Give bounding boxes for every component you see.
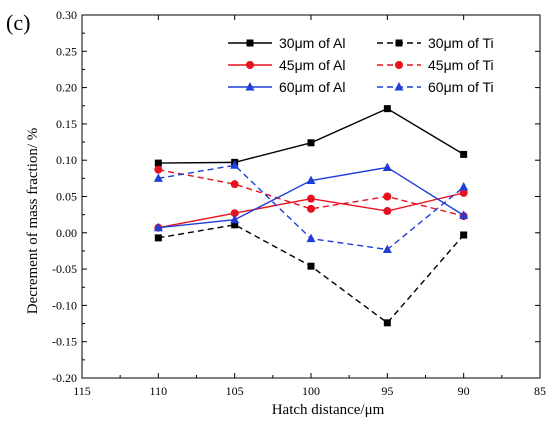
series-0 <box>154 105 468 167</box>
legend-item-4: 60μm of Al <box>228 79 345 95</box>
x-tick-label: 100 <box>302 384 320 398</box>
legend-item-3: 45μm of Ti <box>377 57 494 73</box>
legend-item-1: 30μm of Ti <box>377 35 494 51</box>
data-point <box>459 182 469 191</box>
data-point <box>382 244 392 253</box>
data-point <box>153 173 163 182</box>
axes: 115 110 105 100 95 90 85 -0.20 -0.15 -0.10 -0.05 0.… <box>52 8 546 398</box>
x-tick-label: 115 <box>73 384 91 398</box>
y-tick-label: 0.25 <box>56 44 77 58</box>
data-point <box>459 188 468 197</box>
data-point <box>154 234 162 242</box>
series-layer <box>153 105 469 327</box>
x-tick-label: 95 <box>381 384 393 398</box>
legend-marker <box>395 61 403 69</box>
x-tick-label: 85 <box>534 384 546 398</box>
legend-item-5: 60μm of Ti <box>377 79 494 95</box>
data-point <box>153 222 163 232</box>
legend-label: 30μm of Al <box>279 35 345 51</box>
x-axis-title: Hatch distance/μm <box>272 402 385 418</box>
y-axis-title: Decrement of mass fraction/ % <box>25 128 41 315</box>
data-point <box>460 231 468 239</box>
legend-label: 45μm of Ti <box>428 57 494 73</box>
data-point <box>230 180 239 189</box>
series-1 <box>154 221 468 327</box>
y-tick-label: -0.15 <box>52 335 77 349</box>
legend-marker <box>246 61 254 69</box>
y-tick-label: -0.05 <box>52 262 77 276</box>
legend-marker <box>395 39 403 47</box>
y-tick-label: 0.05 <box>56 190 77 204</box>
y-tick-label: 0.30 <box>56 8 77 22</box>
panel-label: (c) <box>6 10 30 35</box>
data-point <box>307 204 315 213</box>
data-point <box>230 214 240 224</box>
data-point <box>383 207 392 216</box>
data-point <box>459 210 469 219</box>
legend-marker <box>245 82 255 91</box>
data-point <box>383 319 391 327</box>
data-point <box>154 165 163 174</box>
x-tick-label: 105 <box>226 384 244 398</box>
data-point <box>460 150 468 158</box>
legend-marker <box>394 82 404 91</box>
legend-label: 30μm of Ti <box>428 35 494 51</box>
legend-label: 60μm of Ti <box>428 79 494 95</box>
series-line <box>158 168 464 217</box>
data-point <box>230 209 239 218</box>
data-point <box>306 175 316 185</box>
data-point <box>383 105 391 113</box>
series-2 <box>154 188 468 232</box>
y-tick-label: 0.10 <box>56 153 77 167</box>
legend-label: 60μm of Al <box>279 79 345 95</box>
series-5 <box>153 160 469 253</box>
data-point <box>307 194 315 203</box>
series-4 <box>153 162 469 232</box>
x-tick-label: 110 <box>150 384 168 398</box>
legend-item-2: 45μm of Al <box>228 57 345 73</box>
series-line <box>158 107 465 164</box>
y-tick-label: 0.00 <box>56 226 77 240</box>
series-3 <box>154 165 468 221</box>
legend-marker <box>246 39 254 47</box>
data-point <box>383 192 392 201</box>
legend-label: 45μm of Al <box>279 57 345 73</box>
data-point <box>307 139 315 147</box>
legend-item-0: 30μm of Al <box>228 35 345 51</box>
legend: 30μm of Al 30μm of Ti 45μm of Al 45μm of Ti… <box>228 35 494 95</box>
data-point <box>154 159 162 167</box>
y-tick-label: 0.20 <box>56 81 77 95</box>
data-point <box>307 262 315 270</box>
data-point <box>382 162 392 171</box>
x-tick-label: 90 <box>458 384 470 398</box>
y-tick-label: -0.10 <box>52 298 77 312</box>
data-point <box>306 233 316 243</box>
data-point <box>231 221 239 229</box>
y-tick-label: 0.15 <box>56 117 77 131</box>
data-point <box>230 160 240 169</box>
y-tick-label: -0.20 <box>52 371 77 385</box>
